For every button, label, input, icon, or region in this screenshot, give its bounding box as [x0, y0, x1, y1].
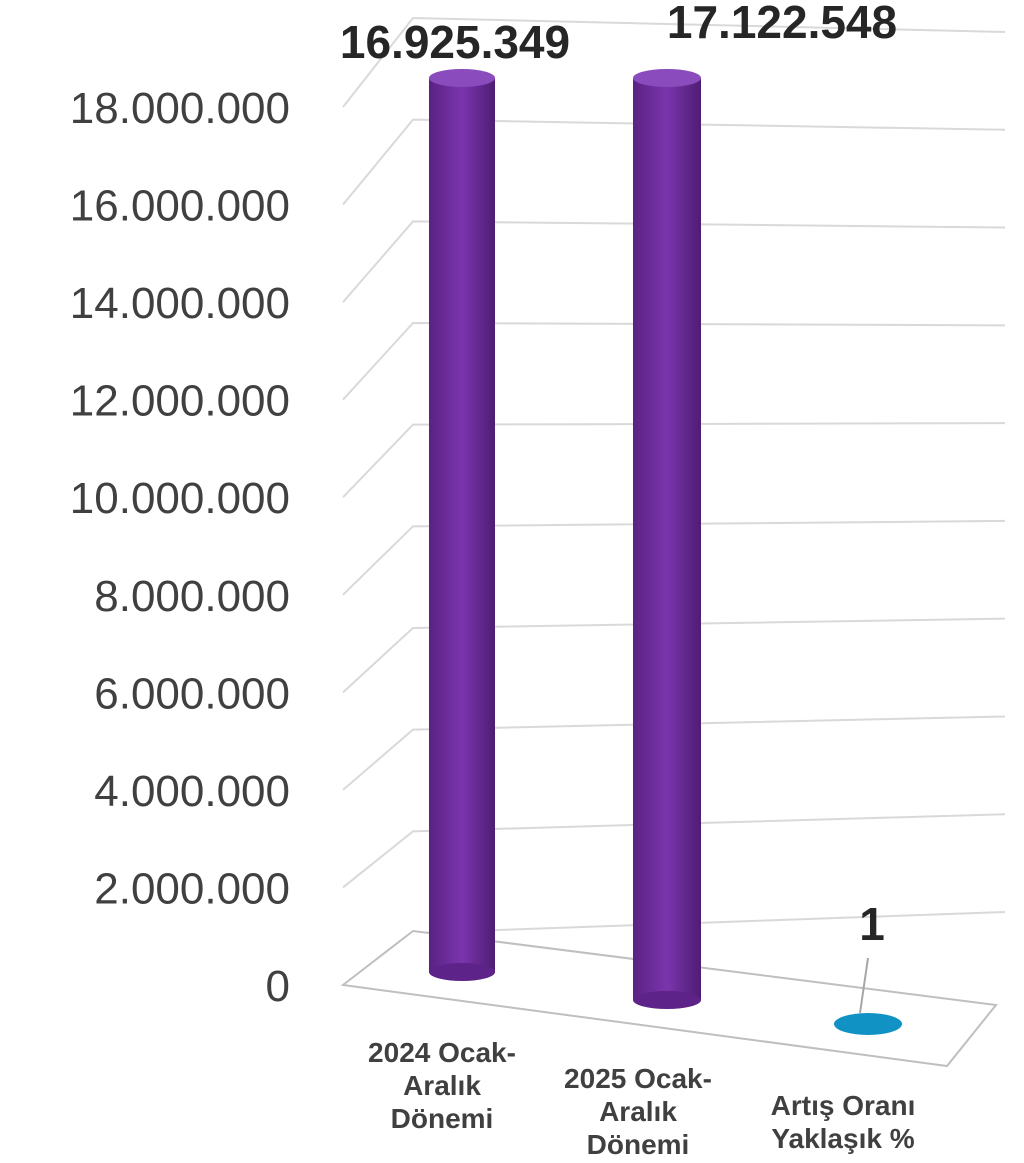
- bar-1: [633, 69, 701, 1009]
- gridline: [342, 422, 1006, 498]
- y-tick-label: 4.000.000: [94, 767, 290, 816]
- leader-line: [859, 957, 869, 1014]
- bar-top: [633, 69, 701, 87]
- data-label-0: 16.925.349: [340, 16, 570, 68]
- y-tick-label: 18.000.000: [70, 84, 290, 133]
- bar-body: [633, 78, 701, 1000]
- gridline: [342, 519, 1006, 596]
- bar-0: [429, 69, 495, 981]
- bar-2: [834, 957, 902, 1035]
- gridlines: [342, 16, 1006, 986]
- y-tick-label: 0: [266, 962, 290, 1011]
- gridline: [342, 220, 1006, 303]
- bar-top: [834, 1013, 902, 1035]
- category-label-2025: 2025 Ocak- Aralık Dönemi: [564, 1063, 712, 1160]
- gridline: [342, 715, 1006, 791]
- bar-bottom: [633, 991, 701, 1009]
- y-tick-label: 14.000.000: [70, 279, 290, 328]
- data-label-1: 17.122.548: [667, 0, 897, 48]
- bar-body: [429, 78, 495, 972]
- y-tick-label: 16.000.000: [70, 182, 290, 231]
- gridline: [342, 321, 1006, 401]
- y-tick-label: 8.000.000: [94, 572, 290, 621]
- bar-bottom: [429, 963, 495, 981]
- y-tick-label: 10.000.000: [70, 474, 290, 523]
- y-tick-label: 6.000.000: [94, 669, 290, 718]
- bars: [429, 69, 902, 1035]
- bar-top: [429, 69, 495, 87]
- category-label-2024: 2024 Ocak- Aralık Dönemi: [368, 1037, 516, 1134]
- gridline: [342, 16, 1006, 108]
- y-axis-ticks: 0 2.000.000 4.000.000 6.000.000 8.000.000 10.…: [70, 84, 290, 1011]
- y-tick-label: 2.000.000: [94, 864, 290, 913]
- gridline: [342, 813, 1006, 889]
- y-tick-label: 12.000.000: [70, 377, 290, 426]
- gridline: [342, 617, 1006, 694]
- data-labels: 16.925.349 17.122.548 1: [340, 0, 897, 950]
- gridline: [342, 118, 1006, 206]
- category-label-increase-rate: Artış Oranı Yaklaşık %: [770, 1090, 916, 1154]
- data-label-2: 1: [859, 898, 885, 950]
